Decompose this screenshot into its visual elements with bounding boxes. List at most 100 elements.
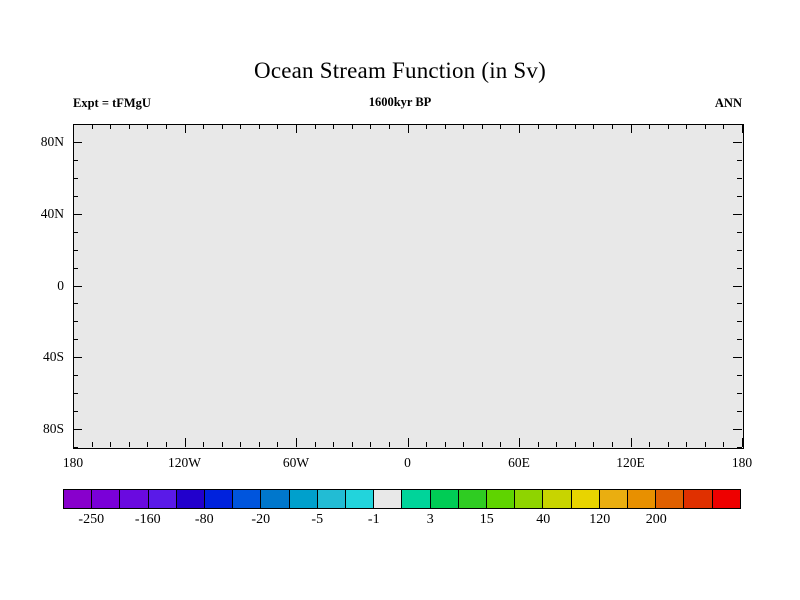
x-tick-top <box>667 124 669 129</box>
x-tick-top <box>463 124 465 129</box>
colorbar-cell <box>233 490 262 508</box>
colorbar-cell <box>374 490 403 508</box>
y-tick-right <box>737 231 742 233</box>
y-axis-label: 40S <box>42 349 64 365</box>
y-tick-right <box>737 393 742 395</box>
x-tick <box>184 438 186 447</box>
colorbar-tick-label: 15 <box>479 512 494 527</box>
y-tick-right <box>737 339 742 341</box>
x-tick-top <box>73 124 74 133</box>
colorbar-cell <box>599 490 629 508</box>
x-tick <box>742 438 743 447</box>
y-tick-right <box>733 285 742 287</box>
x-tick-top <box>314 124 316 129</box>
x-tick <box>370 442 372 447</box>
season-label: ANN <box>714 96 742 110</box>
x-tick-top <box>333 124 335 129</box>
x-tick <box>686 442 688 447</box>
x-tick <box>426 442 428 447</box>
x-tick <box>407 438 409 447</box>
ocean-stream-function-map <box>74 125 743 448</box>
y-tick <box>73 177 78 179</box>
colorbar-tick-label: -1 <box>367 512 380 527</box>
y-tick-right <box>737 303 742 305</box>
y-tick-right <box>737 267 742 269</box>
x-tick <box>537 442 539 447</box>
x-tick-top <box>574 124 576 129</box>
y-tick <box>73 393 78 395</box>
x-tick-top <box>742 124 743 133</box>
x-tick <box>277 442 279 447</box>
colorbar-tick-label: -80 <box>194 512 214 527</box>
x-tick <box>240 442 242 447</box>
colorbar-cell <box>317 490 347 508</box>
x-tick-top <box>556 124 558 129</box>
y-axis-label: 80S <box>42 421 64 437</box>
colorbar-tick-label: -20 <box>251 512 271 527</box>
x-tick-top <box>91 124 93 129</box>
x-tick <box>73 438 74 447</box>
colorbar <box>63 489 741 509</box>
x-tick-top <box>370 124 372 129</box>
colorbar-cell <box>92 490 121 508</box>
x-tick-top <box>444 124 446 129</box>
x-tick-top <box>240 124 242 129</box>
colorbar-cell <box>684 490 713 508</box>
colorbar-tick-label: -160 <box>134 512 161 527</box>
x-tick-top <box>221 124 223 129</box>
x-axis-label: 120W <box>168 455 201 470</box>
colorbar-cell <box>176 490 206 508</box>
x-tick <box>296 438 297 447</box>
y-axis-label: 40N <box>40 205 64 221</box>
colorbar-cell <box>543 490 572 508</box>
x-tick <box>147 442 149 447</box>
x-tick <box>649 442 651 447</box>
x-tick-top <box>388 124 390 129</box>
x-tick <box>444 442 446 447</box>
map-plot-area <box>73 124 744 449</box>
y-tick-right <box>737 375 742 377</box>
y-tick-right <box>737 321 742 323</box>
chart-subtitle: 1600kyr BP <box>368 95 432 109</box>
y-tick-right <box>733 141 742 143</box>
y-tick <box>73 303 78 305</box>
x-tick <box>519 438 520 447</box>
colorbar-cell <box>205 490 234 508</box>
y-tick-right <box>733 357 742 359</box>
y-tick <box>73 285 82 287</box>
colorbar-cell <box>712 490 740 508</box>
x-tick <box>221 442 223 447</box>
colorbar-cell <box>120 490 149 508</box>
x-tick <box>463 442 465 447</box>
x-tick-top <box>723 124 725 129</box>
x-tick <box>574 442 576 447</box>
y-axis-label: 0 <box>57 277 64 293</box>
x-tick <box>630 438 632 447</box>
chart-title: Ocean Stream Function (in Sv) <box>254 58 546 83</box>
x-axis-label: 60W <box>282 455 310 470</box>
x-tick-top <box>128 124 130 129</box>
colorbar-cell <box>487 490 516 508</box>
x-tick <box>258 442 260 447</box>
y-tick <box>73 321 78 323</box>
y-tick <box>73 411 78 413</box>
colorbar-cell <box>430 490 459 508</box>
x-tick <box>481 442 483 447</box>
x-tick-top <box>686 124 688 129</box>
y-tick-right <box>737 249 742 251</box>
x-tick-top <box>277 124 279 129</box>
y-tick-right <box>737 177 742 179</box>
colorbar-tick-label: 3 <box>426 512 434 527</box>
y-tick-right <box>733 429 742 431</box>
x-axis-label: 0 <box>404 455 411 470</box>
experiment-label: Expt = tFMgU <box>73 96 151 110</box>
x-tick <box>611 442 613 447</box>
x-axis-label: 120E <box>616 455 645 470</box>
x-tick <box>593 442 595 447</box>
colorbar-cell <box>656 490 685 508</box>
y-tick <box>73 249 78 251</box>
y-tick <box>73 213 82 215</box>
x-axis-label: 180 <box>731 455 753 470</box>
x-tick-top <box>203 124 205 129</box>
colorbar-cell <box>346 490 375 508</box>
